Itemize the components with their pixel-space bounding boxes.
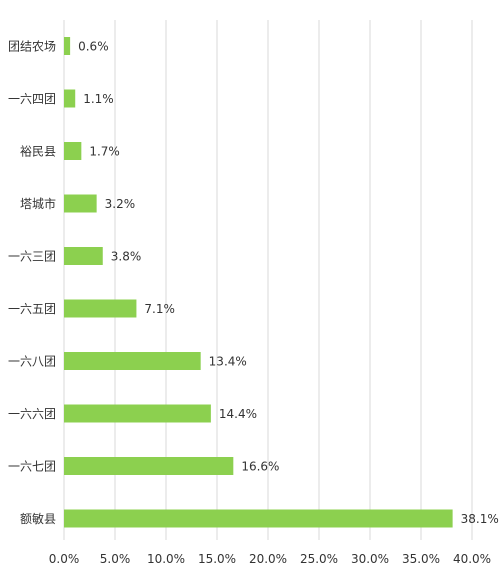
category-label: 一六五团 <box>8 302 56 316</box>
data-label: 3.2% <box>105 197 136 211</box>
data-label: 14.4% <box>219 407 257 421</box>
category-label: 一六三团 <box>8 250 56 264</box>
bars <box>64 37 453 528</box>
category-label: 裕民县 <box>20 144 56 159</box>
bar <box>64 37 71 55</box>
x-axis-tick-labels: 0.0% 5.0% 10.0% 15.0% 20.0% 25.0% 30.0% 35.0% 40… <box>49 552 491 566</box>
data-label: 1.7% <box>89 145 120 159</box>
category-label: 塔城市 <box>20 196 56 211</box>
data-labels: 0.6% 1.1% 1.7% 3.2% 3.8% 7.1% 13.4% 14.4% 16.6% 3… <box>78 40 499 527</box>
x-tick-label: 20.0% <box>249 552 287 566</box>
x-tick-label: 35.0% <box>402 552 440 566</box>
bar <box>64 352 201 370</box>
bar <box>64 89 76 108</box>
x-tick-label: 15.0% <box>198 552 236 566</box>
category-label: 一六六团 <box>8 407 56 421</box>
data-label: 13.4% <box>209 355 247 369</box>
x-tick-label: 5.0% <box>100 552 131 566</box>
bar <box>64 194 97 213</box>
bar <box>64 299 137 318</box>
data-label: 0.6% <box>78 40 109 54</box>
category-label: 团结农场 <box>8 40 56 54</box>
bar <box>64 142 82 160</box>
x-tick-label: 30.0% <box>351 552 389 566</box>
x-tick-label: 25.0% <box>300 552 338 566</box>
bar <box>64 404 211 423</box>
category-label: 额敏县 <box>20 511 56 526</box>
category-label: 一六七团 <box>8 460 56 474</box>
x-tick-label: 40.0% <box>453 552 491 566</box>
data-label: 7.1% <box>144 302 175 316</box>
category-label: 一六四团 <box>8 92 56 106</box>
category-label: 一六八团 <box>8 355 56 369</box>
x-tick-label: 10.0% <box>147 552 185 566</box>
data-label: 3.8% <box>111 250 142 264</box>
gridlines <box>63 20 473 540</box>
bar <box>64 247 103 265</box>
data-label: 1.1% <box>83 92 114 106</box>
bar <box>64 457 234 475</box>
data-label: 16.6% <box>241 460 279 474</box>
x-tick-label: 0.0% <box>49 552 80 566</box>
bar <box>64 509 453 528</box>
data-label: 38.1% <box>461 512 499 526</box>
